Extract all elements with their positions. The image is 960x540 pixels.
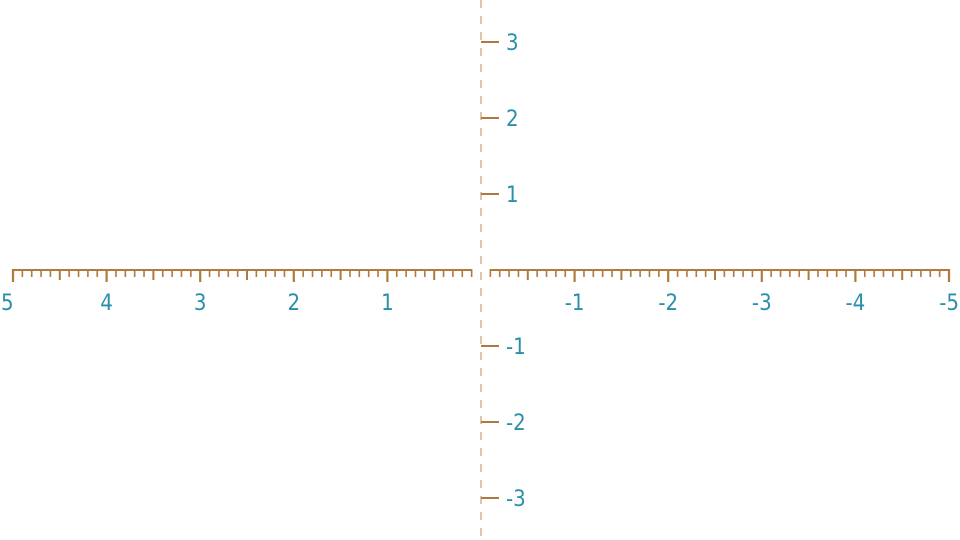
horizontal-axis: [11, 269, 951, 282]
vertical-axis-labels: 3 2 1 -1 -2 -3: [506, 31, 526, 512]
horizontal-axis-labels: 5 4 3 2 1 -1 -2 -3 -4 -5: [1, 291, 959, 316]
horizontal-axis-label: 1: [381, 291, 394, 316]
vertical-axis-label: -1: [506, 335, 526, 360]
vertical-axis-label: -2: [506, 411, 526, 436]
horizontal-axis-label: -2: [658, 291, 678, 316]
horizontal-axis-label: 3: [194, 291, 207, 316]
horizontal-axis-label: 2: [288, 291, 301, 316]
horizontal-axis-label: 5: [1, 291, 14, 316]
vertical-axis-label: 3: [506, 31, 519, 56]
horizontal-axis-label: -4: [846, 291, 866, 316]
vertical-axis-ticks: [481, 41, 499, 499]
horizontal-axis-label: -3: [752, 291, 772, 316]
horizontal-axis-label: -1: [565, 291, 585, 316]
vertical-axis-label: -3: [506, 487, 526, 512]
vertical-axis-label: 2: [506, 107, 519, 132]
horizontal-axis-label: 4: [100, 291, 113, 316]
vertical-axis-label: 1: [506, 183, 519, 208]
horizontal-axis-label: -5: [939, 291, 959, 316]
